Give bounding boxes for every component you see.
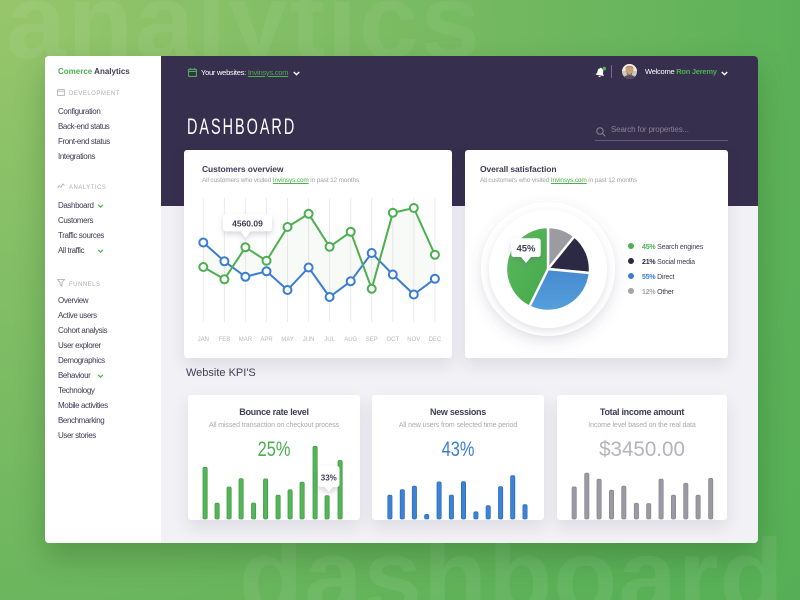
svg-text:APR: APR <box>260 337 273 343</box>
svg-text:OCT: OCT <box>386 337 399 343</box>
svg-text:JUN: JUN <box>303 337 315 343</box>
svg-text:SEP: SEP <box>366 337 378 343</box>
svg-text:33%: 33% <box>321 474 337 483</box>
svg-text:AUG: AUG <box>344 337 357 343</box>
svg-text:JUL: JUL <box>324 337 335 343</box>
svg-text:NOV: NOV <box>407 337 420 343</box>
svg-text:MAR: MAR <box>239 337 253 343</box>
svg-text:MAY: MAY <box>281 337 294 343</box>
svg-text:FEB: FEB <box>219 337 231 343</box>
svg-text:45%: 45% <box>516 244 536 255</box>
svg-text:4560.09: 4560.09 <box>232 219 263 229</box>
svg-text:DEC: DEC <box>429 337 442 343</box>
svg-text:JAN: JAN <box>198 337 209 343</box>
